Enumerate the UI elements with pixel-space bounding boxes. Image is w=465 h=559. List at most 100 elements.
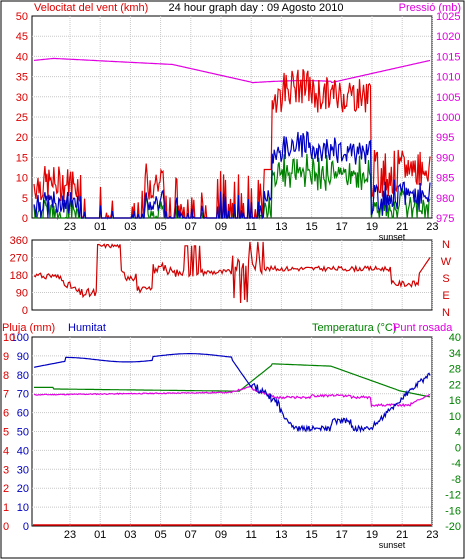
rain-tick: 3 [3, 464, 9, 476]
wind-x-tick: 01 [94, 221, 106, 233]
direction-right-tick: N [442, 239, 450, 251]
wind-x-tick: 23 [64, 221, 76, 233]
wind-right-tick: 1000 [436, 112, 460, 124]
temp-x-tick: 07 [185, 529, 197, 541]
wind-x-tick: 05 [154, 221, 166, 233]
wind-right-tick: 1005 [436, 92, 460, 104]
humidity-tick: 100 [11, 332, 29, 344]
rain-tick: 4 [3, 445, 9, 457]
humidity-tick: 90 [17, 351, 29, 363]
rain-axis-label: Pluja (mm) [2, 322, 55, 334]
pressure-series-line [33, 57, 431, 84]
temp-x-tick: 23 [426, 529, 438, 541]
temp-x-tick: 11 [245, 529, 256, 541]
rain-tick: 0 [3, 521, 9, 533]
wind-direction-series-line [33, 241, 431, 304]
wind-right-tick: 1025 [436, 11, 460, 23]
direction-left-tick: 0 [22, 305, 28, 317]
direction-right-tick: N [442, 307, 450, 319]
wind-right-axis-label: Pressió (mb) [399, 2, 461, 14]
wind-x-tick: 17 [336, 221, 348, 233]
wind-x-tick: 07 [185, 221, 197, 233]
rain-tick: 5 [3, 427, 9, 439]
humidity-tick: 80 [17, 370, 29, 382]
humidity-tick: 50 [17, 427, 29, 439]
wind-right-tick: 1015 [436, 51, 460, 63]
temp-x-tick: 23 [64, 529, 76, 541]
rain-tick: 9 [3, 351, 9, 363]
temperature-tick: 28 [449, 364, 461, 376]
wind-left-tick: 5 [22, 193, 28, 205]
direction-right-tick: S [442, 273, 449, 285]
humidity-tick: 20 [17, 483, 29, 495]
temperature-tick: -12 [445, 490, 461, 502]
humidity-axis-label: Humitat [68, 322, 106, 334]
wind-left-tick: 45 [16, 31, 28, 43]
wind-x-tick: 09 [215, 221, 227, 233]
wind-x-tick: 03 [124, 221, 136, 233]
temperature-tick: 22 [449, 379, 461, 391]
wind-left-tick: 35 [16, 72, 28, 84]
wind-x-tick: 19 [366, 221, 378, 233]
direction-right-tick: E [442, 290, 449, 302]
wind-left-tick: 40 [16, 51, 28, 63]
temp-x-tick: 21 [396, 529, 408, 541]
temp-x-tick: 09 [215, 529, 227, 541]
wind-x-tick: 11 [245, 221, 256, 233]
temperature-tick: 16 [449, 395, 461, 407]
temperature-tick: -4 [451, 458, 461, 470]
rain-tick: 2 [3, 483, 9, 495]
humidity-tick: 0 [23, 521, 29, 533]
wind-left-tick: 10 [16, 173, 28, 185]
humidity-tick: 10 [17, 502, 29, 514]
direction-left-tick: 270 [10, 253, 28, 265]
humidity-tick: 60 [17, 408, 29, 420]
temperature-tick: -20 [445, 521, 461, 533]
humidity-tick: 70 [17, 389, 29, 401]
wind-x-tick: 21 [396, 221, 408, 233]
rain-tick: 6 [3, 408, 9, 420]
rain-tick: 8 [3, 370, 9, 382]
wind-left-tick: 15 [16, 152, 28, 164]
direction-left-tick: 90 [16, 288, 28, 300]
wind-right-tick: 985 [436, 173, 454, 185]
dewpoint-series-line [33, 384, 431, 408]
temperature-series-line [34, 363, 431, 398]
wind-x-tick: 23 [426, 221, 438, 233]
wind-left-tick: 50 [16, 11, 28, 23]
temperature-tick: 0 [455, 442, 461, 454]
wind-avg-series-line [33, 130, 431, 220]
temp-x-tick: 03 [124, 529, 136, 541]
humidity-series-line [33, 353, 431, 434]
wind-x-tick: 13 [275, 221, 287, 233]
wind-left-tick: 30 [16, 92, 28, 104]
temp-x-tick: 17 [336, 529, 348, 541]
temp-x-tick: 05 [154, 529, 166, 541]
temp-x-tick: 13 [275, 529, 287, 541]
wind-gust-series-line [33, 69, 431, 220]
humidity-tick: 40 [17, 445, 29, 457]
wind-left-tick: 25 [16, 112, 28, 124]
temperature-tick: 4 [455, 427, 461, 439]
temperature-tick: 40 [449, 332, 461, 344]
temp-x-tick: 15 [305, 529, 317, 541]
rain-tick: 10 [3, 332, 15, 344]
wind-right-tick: 1020 [436, 31, 460, 43]
wind-right-tick: 980 [436, 193, 454, 205]
wind-left-axis-label: Velocitat del vent (kmh) [34, 2, 148, 14]
dewpoint-axis-label: Punt rosada [393, 322, 453, 334]
wind-right-tick: 1010 [436, 72, 460, 84]
wind-x-tick: 15 [305, 221, 317, 233]
direction-left-tick: 180 [10, 270, 28, 282]
rain-tick: 1 [3, 502, 9, 514]
rain-tick: 7 [3, 389, 9, 401]
wind-left-tick: 20 [16, 132, 28, 144]
temperature-axis-label: Temperatura (°C) [312, 322, 396, 334]
wind-sunset-label: sunset [379, 232, 406, 242]
wind-right-tick: 995 [436, 132, 454, 144]
temp-x-tick: 01 [94, 529, 106, 541]
wind-left-tick: 0 [22, 213, 28, 225]
temp-sunset-label: sunset [379, 540, 406, 550]
